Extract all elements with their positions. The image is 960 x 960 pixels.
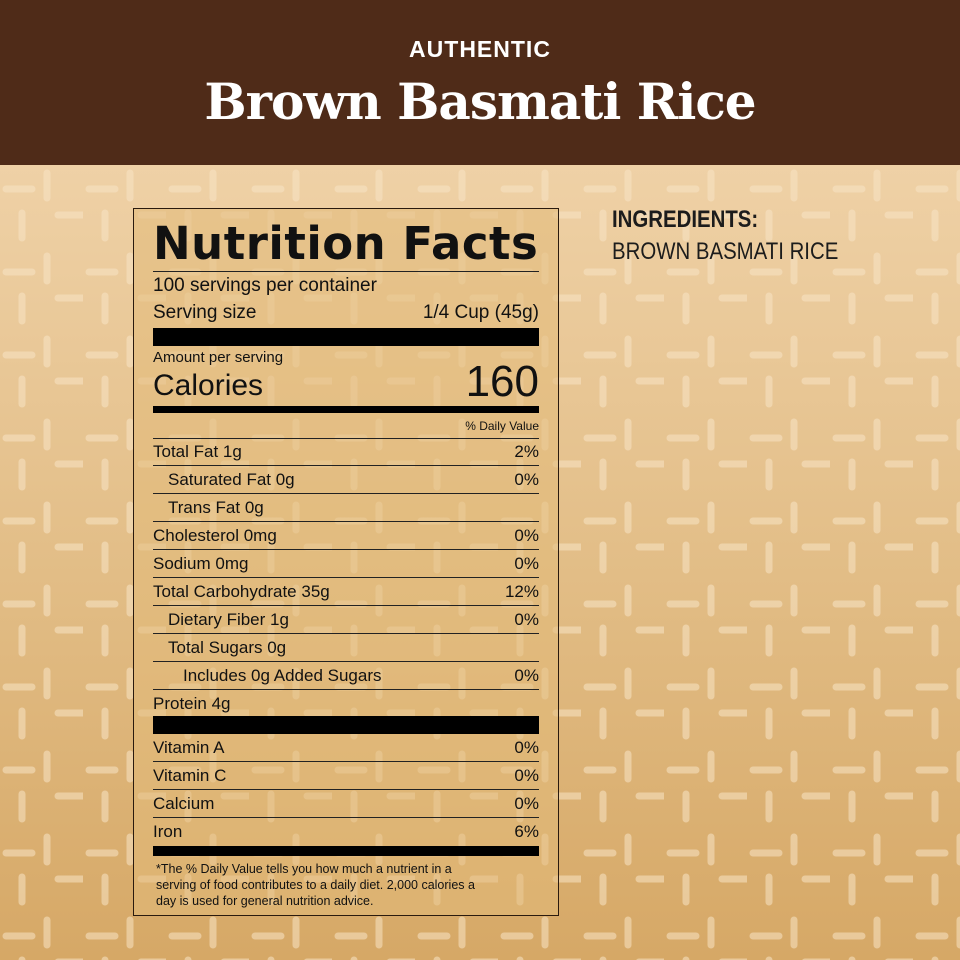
nutrient-row: Calcium 0% bbox=[153, 790, 539, 818]
nutrient-name: Total Sugars 0g bbox=[168, 638, 287, 657]
product-title: Brown Basmati Rice bbox=[204, 72, 756, 131]
nutrient-daily-value: 0% bbox=[514, 526, 539, 545]
header-banner: AUTHENTIC Brown Basmati Rice bbox=[0, 0, 960, 165]
nutrient-row: Protein 4g bbox=[153, 690, 539, 718]
nutrient-name: Total Fat 1g bbox=[153, 442, 242, 461]
nutrient-name: Calcium bbox=[153, 794, 215, 813]
row-divider bbox=[153, 661, 539, 662]
amount-per-serving: Amount per serving bbox=[153, 349, 284, 366]
nutrient-daily-value: 0% bbox=[514, 610, 539, 629]
nutrient-row: Iron 6% bbox=[153, 818, 539, 846]
nutrient-name: Total Carbohydrate 35g bbox=[153, 582, 330, 601]
product-kicker: AUTHENTIC bbox=[409, 36, 551, 62]
calories-value: 160 bbox=[465, 357, 539, 406]
nutrient-row: Vitamin A 0% bbox=[153, 734, 539, 762]
nutrient-row: Cholesterol 0mg 0% bbox=[153, 522, 539, 550]
nutrient-name: Protein 4g bbox=[153, 694, 231, 713]
row-divider bbox=[153, 577, 539, 578]
row-divider bbox=[153, 789, 539, 790]
nutrient-row: Trans Fat 0g bbox=[153, 494, 539, 522]
row-divider bbox=[153, 761, 539, 762]
nutrient-name: Iron bbox=[153, 822, 183, 841]
nutrient-name: Sodium 0mg bbox=[153, 554, 249, 573]
nutrient-daily-value: 0% bbox=[514, 794, 539, 813]
nutrient-row: Total Fat 1g 2% bbox=[153, 438, 539, 466]
nutrient-row: Saturated Fat 0g 0% bbox=[153, 466, 539, 494]
nutrient-daily-value: 6% bbox=[514, 822, 539, 841]
ingredients-heading: INGREDIENTS: bbox=[612, 206, 759, 233]
row-divider bbox=[153, 493, 539, 494]
nutrient-name: Includes 0g Added Sugars bbox=[183, 666, 382, 685]
serving-size-label: Serving size bbox=[153, 302, 257, 323]
row-divider bbox=[153, 689, 539, 690]
row-divider bbox=[153, 465, 539, 466]
nutrient-row: Vitamin C 0% bbox=[153, 762, 539, 790]
nutrient-name: Trans Fat 0g bbox=[168, 498, 264, 517]
nutrient-row: Total Carbohydrate 35g 12% bbox=[153, 578, 539, 606]
nutrition-facts-label: Nutrition Facts 100 servings per contain… bbox=[133, 208, 559, 916]
row-divider bbox=[153, 633, 539, 634]
nutrient-row: Includes 0g Added Sugars 0% bbox=[153, 662, 539, 690]
nutrient-daily-value: 0% bbox=[514, 470, 539, 489]
row-divider bbox=[153, 521, 539, 522]
nutrient-name: Saturated Fat 0g bbox=[168, 470, 295, 489]
nutrient-row: Sodium 0mg 0% bbox=[153, 550, 539, 578]
daily-value-header: % Daily Value bbox=[465, 419, 539, 433]
nutrient-daily-value: 2% bbox=[514, 442, 539, 461]
nutrient-row: Dietary Fiber 1g 0% bbox=[153, 606, 539, 634]
nutrient-row: Total Sugars 0g bbox=[153, 634, 539, 662]
nutrient-name: Cholesterol 0mg bbox=[153, 526, 277, 545]
nutrient-name: Vitamin C bbox=[153, 766, 227, 785]
ingredients-value: BROWN BASMATI RICE bbox=[612, 238, 839, 265]
row-divider bbox=[153, 817, 539, 818]
nutrition-facts-title: Nutrition Facts bbox=[153, 217, 539, 270]
nutrient-daily-value: 12% bbox=[504, 582, 539, 601]
calories-label: Calories bbox=[153, 369, 264, 402]
ingredients-section: INGREDIENTS: BROWN BASMATI RICE bbox=[612, 206, 878, 266]
nutrient-daily-value: 0% bbox=[514, 766, 539, 785]
nutrient-daily-value: 0% bbox=[514, 738, 539, 757]
nutrient-name: Vitamin A bbox=[153, 738, 225, 757]
nutrient-daily-value: 0% bbox=[514, 554, 539, 573]
daily-value-footnote: *The % Daily Value tells you how much a … bbox=[156, 862, 475, 908]
nutrient-daily-value: 0% bbox=[514, 666, 539, 685]
row-divider bbox=[153, 549, 539, 550]
servings-per-container: 100 servings per container bbox=[153, 275, 377, 296]
serving-size-value: 1/4 Cup (45g) bbox=[422, 302, 539, 323]
nutrient-name: Dietary Fiber 1g bbox=[168, 610, 289, 629]
row-divider bbox=[153, 605, 539, 606]
